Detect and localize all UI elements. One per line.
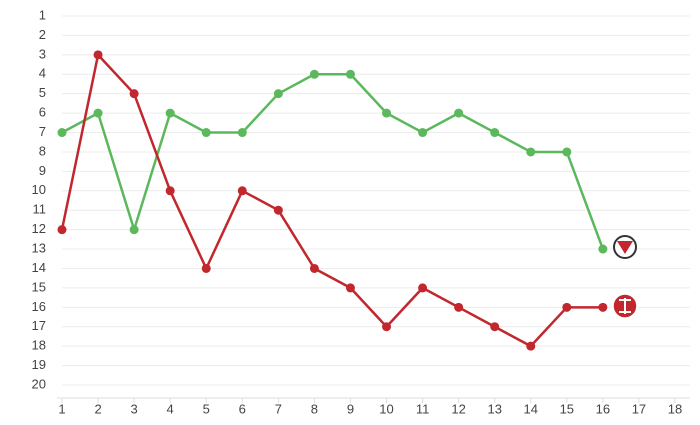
point — [273, 205, 283, 215]
point — [93, 108, 103, 118]
x-tick-label: 3 — [131, 401, 138, 416]
y-tick-label: 17 — [32, 318, 46, 333]
point — [382, 322, 392, 332]
y-tick-label: 16 — [32, 299, 46, 314]
y-tick-label: 11 — [33, 202, 47, 217]
point — [490, 128, 500, 138]
x-tick-label: 2 — [94, 401, 101, 416]
series-line — [61, 73, 605, 250]
point — [201, 128, 211, 138]
point — [57, 128, 67, 138]
point — [526, 147, 536, 157]
y-tick-label: 4 — [39, 66, 46, 81]
x-tick-label: 16 — [596, 401, 610, 416]
point — [237, 128, 247, 138]
x-tick-label: 18 — [668, 401, 682, 416]
x-tick-label: 9 — [347, 401, 354, 416]
y-tick-label: 8 — [39, 143, 46, 158]
y-tick-label: 13 — [32, 240, 46, 255]
point — [273, 89, 283, 99]
point — [418, 283, 428, 293]
x-tick-label: 8 — [311, 401, 318, 416]
x-tick-label: 7 — [275, 401, 282, 416]
y-tick-label: 20 — [32, 376, 46, 391]
series-line — [60, 53, 603, 348]
point — [201, 263, 211, 273]
x-tick-label: 12 — [451, 401, 465, 416]
x-tick-label: 5 — [203, 401, 210, 416]
y-tick-label: 2 — [39, 27, 46, 42]
y-tick-label: 9 — [39, 163, 46, 178]
point — [237, 186, 247, 196]
club-badge-shape — [619, 298, 631, 314]
point — [309, 69, 319, 79]
y-tick-label: 14 — [32, 260, 46, 275]
club-badges — [612, 235, 638, 319]
y-tick-label: 10 — [32, 182, 46, 197]
y-tick-label: 18 — [32, 338, 46, 353]
x-tick-label: 17 — [632, 401, 646, 416]
point — [418, 128, 428, 138]
x-tick-label: 6 — [239, 401, 246, 416]
x-tick-label: 10 — [379, 401, 393, 416]
point — [562, 147, 572, 157]
y-tick-label: 15 — [32, 279, 46, 294]
y-tick-label: 12 — [32, 221, 46, 236]
x-tick-label: 11 — [416, 401, 430, 416]
point — [57, 225, 67, 235]
x-tick-label: 1 — [58, 401, 65, 416]
y-tick-label: 7 — [39, 124, 46, 139]
point — [382, 108, 392, 118]
point — [165, 108, 175, 118]
y-tick-label: 6 — [39, 105, 46, 120]
point — [93, 50, 103, 60]
x-tick-label: 14 — [524, 401, 538, 416]
point — [129, 89, 139, 99]
point — [345, 283, 355, 293]
point — [454, 108, 464, 118]
y-tick-label: 19 — [32, 357, 46, 372]
point — [165, 186, 175, 196]
club-badge-shape — [617, 241, 633, 254]
point — [562, 302, 572, 312]
x-tick-label: 13 — [487, 401, 501, 416]
point — [598, 302, 608, 312]
y-tick-label: 3 — [39, 46, 46, 61]
point — [345, 69, 355, 79]
point — [598, 244, 608, 254]
point — [309, 263, 319, 273]
y-tick-label: 1 — [39, 7, 46, 22]
point — [129, 225, 139, 235]
x-tick-label: 4 — [167, 401, 174, 416]
point — [454, 302, 464, 312]
point — [490, 322, 500, 332]
y-tick-label: 5 — [39, 85, 46, 100]
point — [526, 341, 536, 351]
x-tick-label: 15 — [560, 401, 574, 416]
